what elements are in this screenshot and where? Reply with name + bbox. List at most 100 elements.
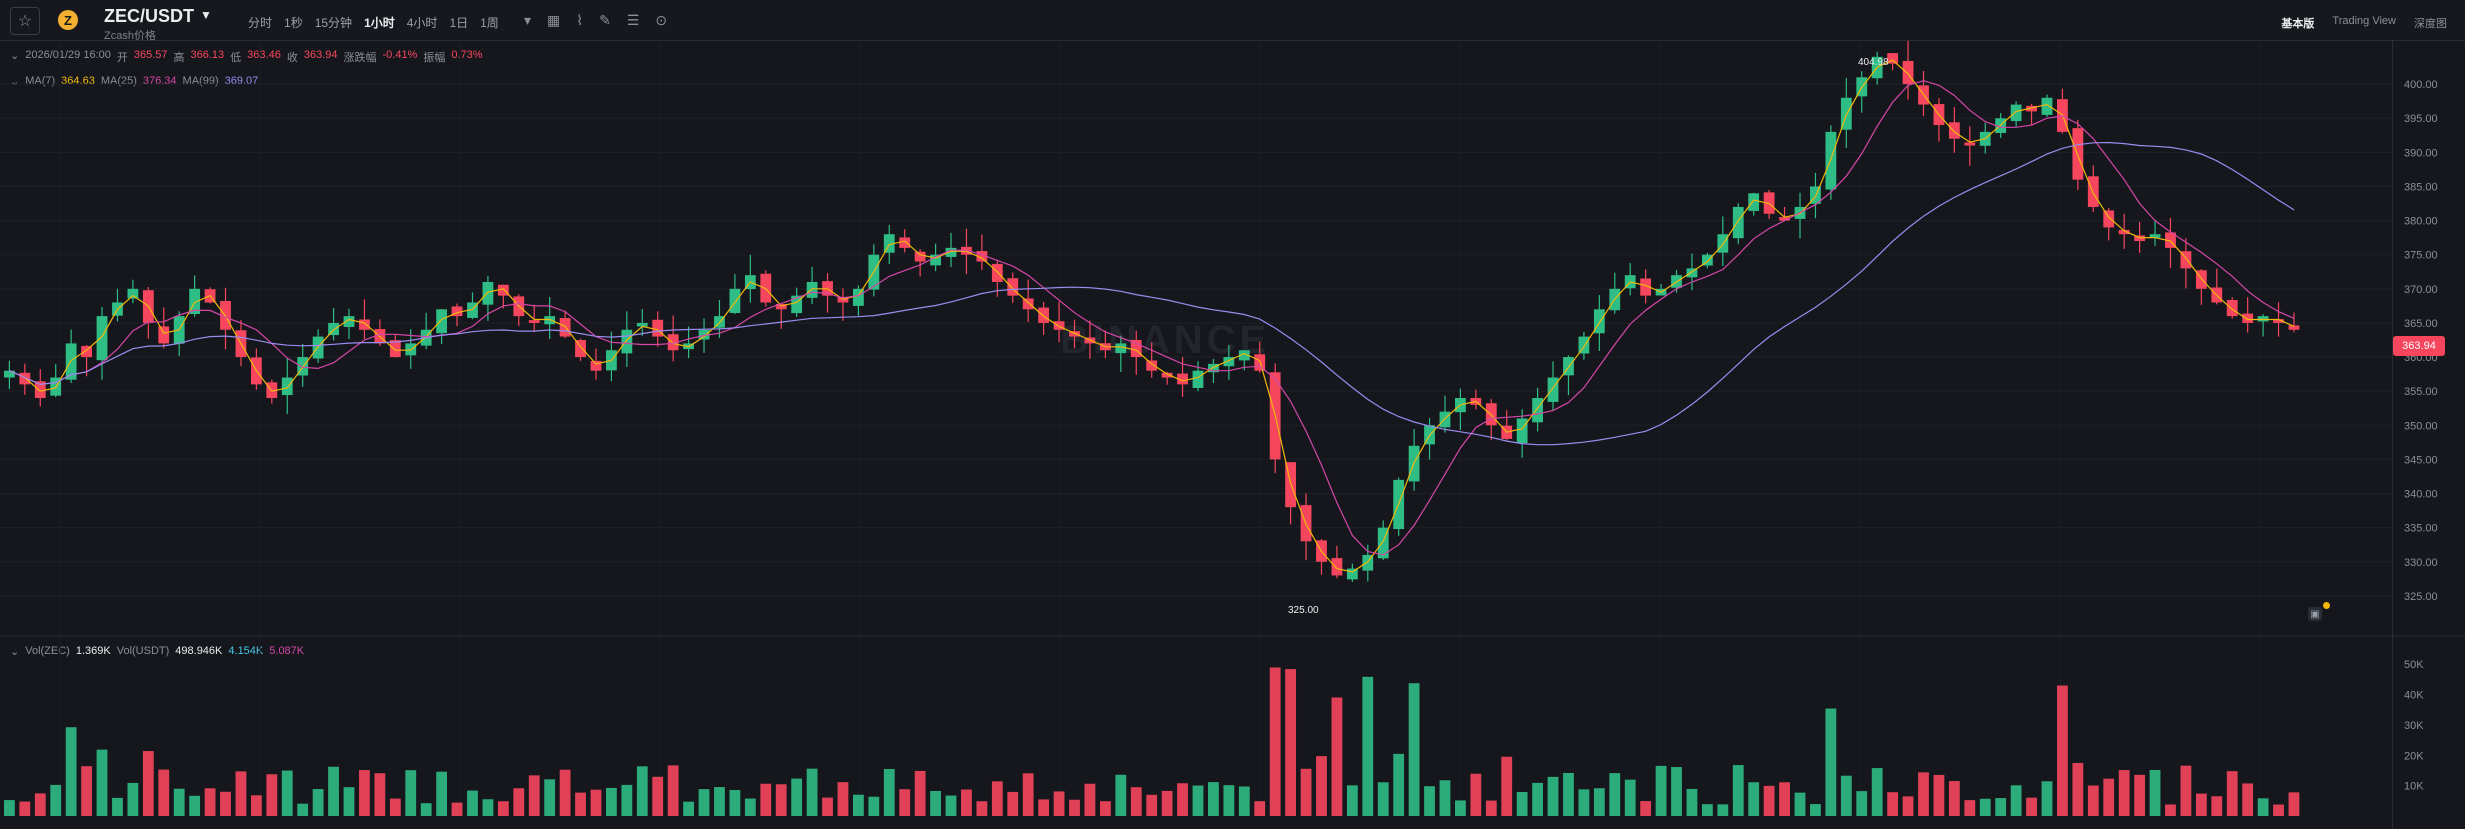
layout-icon[interactable]: ⊙ <box>655 12 668 28</box>
snapshot-icon[interactable]: ▣ <box>2308 607 2322 621</box>
volume-bar <box>1053 791 1065 816</box>
candle-body <box>96 316 108 361</box>
tab-interval-4h[interactable]: 4小时 <box>406 16 438 30</box>
view-tradingview[interactable]: Trading View <box>2332 15 2396 27</box>
volume-bar <box>1177 783 1188 816</box>
volume-bar <box>2180 765 2192 816</box>
candle-body <box>2072 128 2084 180</box>
vol-ma1-value: 4.154K <box>228 645 264 657</box>
candle-body <box>1146 360 1158 371</box>
zec-coin-icon: Z <box>58 10 78 30</box>
open-value: 365.57 <box>133 49 168 61</box>
view-basic[interactable]: 基本版 <box>2281 18 2315 30</box>
volume-bar <box>1732 765 1744 816</box>
volume-bar <box>2118 770 2130 816</box>
tab-interval-1h[interactable]: 1小时 <box>364 16 395 30</box>
volume-bar <box>1377 782 1389 816</box>
volume-bar <box>142 751 154 816</box>
pair-dropdown-icon[interactable]: ▼ <box>200 8 212 22</box>
volume-bar <box>482 799 494 816</box>
volume-bar <box>1871 768 1883 816</box>
pair-title[interactable]: ZEC/USDT <box>104 6 194 26</box>
volume-bar <box>1485 800 1497 816</box>
volume-bar <box>1130 787 1142 816</box>
candle-body <box>899 237 911 248</box>
volume-bar <box>1161 790 1173 816</box>
candle-body <box>1547 377 1559 402</box>
volume-bar <box>976 801 988 816</box>
volume-bar <box>1532 782 1543 816</box>
volume-bar <box>1346 785 1358 816</box>
volume-bar <box>1022 773 1034 816</box>
candle-body <box>1007 278 1019 296</box>
tab-interval-15m[interactable]: 15分钟 <box>314 16 353 30</box>
candle-body <box>1439 411 1451 428</box>
collapse-icon[interactable]: ⌄ <box>10 646 20 658</box>
volume-bar <box>2257 798 2269 816</box>
price-axis <box>2392 40 2465 829</box>
indicator-icon[interactable]: ⌇ <box>576 12 584 28</box>
candle-body <box>914 251 926 262</box>
volume-bar <box>744 798 756 816</box>
volume-bar <box>50 784 62 816</box>
view-switch: 基本版 Trading View 深度图 <box>2281 15 2447 31</box>
volume-bar <box>2273 804 2284 816</box>
candle-body <box>127 288 139 299</box>
vol-zec-value: 1.369K <box>75 645 111 657</box>
candle-body <box>991 263 1003 282</box>
volume-bar <box>1146 794 1158 816</box>
tab-interval-1w[interactable]: 1周 <box>480 16 499 30</box>
volume-bar <box>4 800 15 816</box>
volume-bar <box>513 788 525 816</box>
candle-body <box>729 288 741 313</box>
caret-down-icon[interactable]: ▾ <box>524 12 532 28</box>
volume-bar <box>837 782 849 816</box>
volume-bar <box>2242 783 2254 816</box>
ohlc-info: ⌄ 2026/01/29 16:00 开 365.57 高 366.13 低 363.… <box>10 49 483 65</box>
candle-body <box>1238 350 1250 361</box>
settings-icon[interactable]: ☰ <box>626 12 640 28</box>
volume-bar <box>312 789 324 816</box>
volume-bar <box>1763 785 1775 816</box>
volume-bar <box>1609 773 1621 816</box>
candle-body <box>1732 206 1744 239</box>
tab-interval-1s[interactable]: 1秒 <box>284 16 303 30</box>
draw-tool-icon[interactable]: ✎ <box>599 12 611 28</box>
price-tick-label: 370.00 <box>2404 284 2438 296</box>
price-tick-label: 380.00 <box>2404 216 2438 228</box>
candlestick-chart[interactable]: 325.00 330.00 335.00 340.00 345.00 350.00 355.… <box>0 40 2465 829</box>
candle-body <box>1748 193 1760 211</box>
pair-subtitle[interactable]: Zcash价格 <box>104 30 156 42</box>
volume-bar <box>575 792 586 816</box>
volume-bar <box>34 793 46 816</box>
volume-tick-label: 50K <box>2404 659 2424 671</box>
collapse-icon[interactable]: ⌄ <box>10 50 20 62</box>
favorite-star-icon[interactable]: ☆ <box>10 7 40 35</box>
volume-bar <box>1748 782 1760 816</box>
volume-bar <box>2149 769 2161 816</box>
volume-bar <box>868 796 880 816</box>
candle-body <box>2118 229 2130 235</box>
view-depth[interactable]: 深度图 <box>2414 18 2447 30</box>
volume-bar <box>250 795 262 816</box>
candle-body <box>2149 234 2161 238</box>
volume-bar <box>1084 783 1096 816</box>
volume-bar <box>2072 762 2084 816</box>
tab-interval-1d[interactable]: 1日 <box>449 16 469 30</box>
volume-bar <box>420 803 432 816</box>
candle-body <box>343 316 355 327</box>
candle-body <box>2195 270 2207 289</box>
collapse-icon[interactable]: ⌄ <box>10 76 20 88</box>
candle-body <box>1701 254 1713 266</box>
volume-bar <box>112 797 123 816</box>
volume-bar <box>1624 779 1636 816</box>
calendar-icon[interactable]: ▦ <box>547 12 561 28</box>
tab-interval-time[interactable]: 分时 <box>248 16 273 30</box>
candle-body <box>2165 232 2176 248</box>
candle-body <box>1161 372 1173 378</box>
candle-body <box>945 247 957 257</box>
volume-bar <box>1208 782 1219 816</box>
candle-body <box>19 372 31 385</box>
price-tick-label: 325.00 <box>2404 591 2438 603</box>
volume-bar <box>1856 791 1868 816</box>
